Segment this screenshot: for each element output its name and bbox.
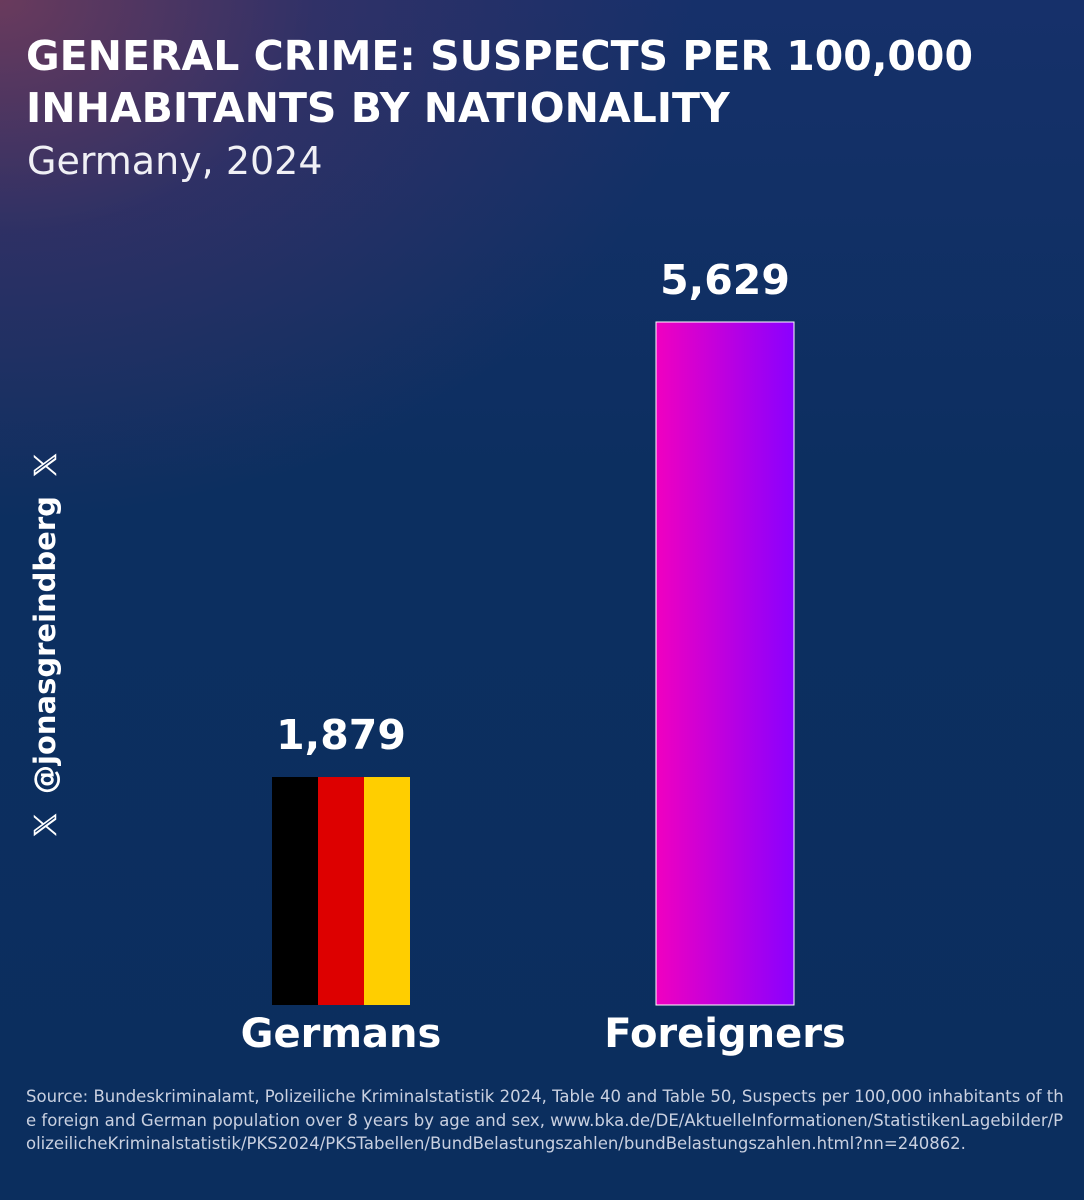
bar-germans-stripe-gold [364, 777, 410, 1005]
x-logo-icon [33, 453, 57, 477]
chart-title: GENERAL CRIME: SUSPECTS PER 100,000 INHA… [26, 32, 973, 132]
data-label-foreigners: 5,629 [660, 256, 790, 304]
x-logo-icon [33, 813, 57, 837]
category-label-germans: Germans [241, 1011, 442, 1057]
data-label-germans: 1,879 [276, 711, 406, 759]
bar-foreigners [655, 321, 795, 1006]
bar-germans-stripe-red [318, 777, 365, 1005]
bar-germans [272, 777, 410, 1005]
bar-germans-stripe-black [272, 777, 319, 1005]
watermark: @jonasgreindberg [20, 420, 70, 840]
chart-subtitle: Germany, 2024 [27, 139, 323, 183]
source-note: Source: Bundeskriminalamt, Polizeiliche … [26, 1087, 1064, 1153]
category-label-foreigners: Foreigners [604, 1011, 846, 1057]
